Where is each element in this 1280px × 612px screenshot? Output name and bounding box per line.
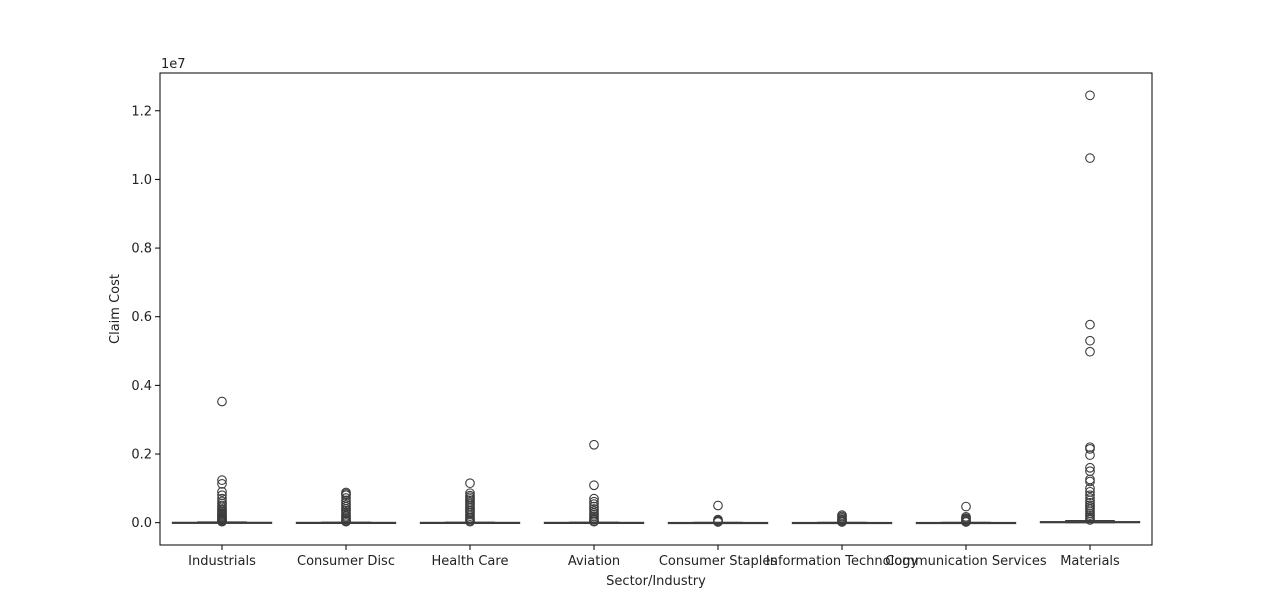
outlier-point [589, 496, 599, 507]
x-axis-label: Sector/Industry [606, 574, 706, 589]
box-group [791, 510, 893, 527]
outlier-point [1085, 444, 1095, 454]
outlier-point [341, 490, 351, 501]
outlier-point [1085, 319, 1095, 330]
x-tick-label: Health Care [432, 554, 509, 569]
outlier-point [1085, 490, 1095, 501]
outlier-point [1085, 462, 1095, 473]
outlier-point [465, 478, 475, 489]
outlier-point [1085, 153, 1095, 163]
y-tick-label: 1.2 [131, 104, 152, 119]
outlier-point [217, 475, 227, 485]
outlier-point [217, 396, 227, 407]
y-tick-label: 0.4 [131, 379, 152, 394]
box-group [543, 439, 645, 527]
outlier-point [589, 493, 599, 504]
outlier-point [341, 516, 351, 527]
outlier-point [217, 516, 227, 527]
outlier-point [1085, 90, 1095, 101]
box-group [171, 396, 273, 527]
outlier-point [1085, 450, 1095, 460]
outlier-point [1085, 483, 1095, 494]
outlier-point [1085, 346, 1095, 357]
box-group [1039, 90, 1141, 525]
y-axis-label: Claim Cost [108, 274, 123, 344]
outlier-point [961, 517, 971, 527]
outlier-point [465, 488, 475, 499]
outlier-point [713, 517, 723, 527]
outlier-point [713, 500, 723, 511]
outlier-point [589, 480, 599, 491]
outlier-point [837, 517, 847, 527]
y-tick-label: 1.0 [131, 173, 152, 188]
box-group [667, 500, 769, 527]
x-tick-label: Information Technology [766, 554, 919, 569]
plot-layer [171, 90, 1141, 527]
y-axis: 0.0 0.2 0.4 0.6 0.8 1.0 1.2 [131, 104, 160, 531]
y-tick-label: 0.0 [131, 516, 152, 531]
y-tick-label: 0.8 [131, 242, 152, 257]
box-group [419, 478, 521, 527]
x-tick-label: Materials [1060, 554, 1120, 569]
box-group [915, 501, 1017, 527]
box-group [295, 487, 397, 527]
y-tick-label: 0.6 [131, 310, 152, 325]
outlier-point [961, 501, 971, 512]
outlier-point [217, 479, 227, 489]
y-axis-offset-label: 1e7 [161, 57, 186, 72]
outlier-point [465, 516, 475, 527]
outlier-point [217, 486, 227, 497]
x-tick-label: Consumer Disc [297, 554, 395, 569]
outlier-point [1085, 335, 1095, 346]
x-axis: Industrials Consumer Disc Health Care Aviat… [188, 545, 1120, 569]
y-tick-label: 0.2 [131, 448, 152, 463]
x-tick-label: Aviation [568, 554, 620, 569]
x-tick-label: Consumer Staples [659, 554, 778, 569]
outlier-point [589, 516, 599, 527]
outlier-point [589, 439, 599, 450]
outlier-point [1085, 493, 1095, 503]
outlier-point [1085, 476, 1095, 487]
x-tick-label: Communication Services [885, 554, 1047, 569]
x-tick-label: Industrials [188, 554, 256, 569]
outlier-point [1085, 515, 1095, 525]
plot-frame [159, 72, 1153, 546]
